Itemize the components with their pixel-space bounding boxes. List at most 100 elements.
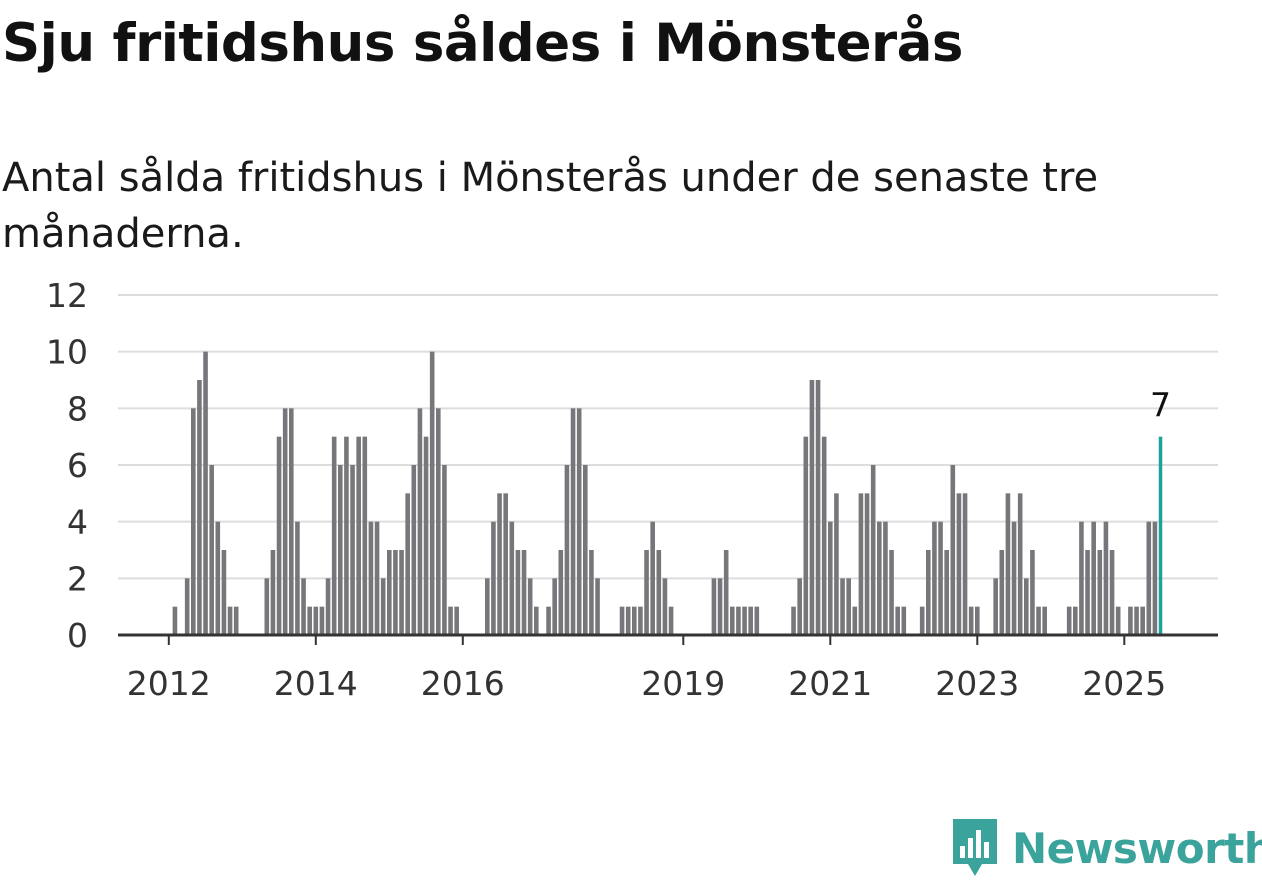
- bar: [797, 578, 802, 635]
- bar: [1024, 578, 1029, 635]
- bar: [1103, 521, 1109, 635]
- bar: [828, 521, 833, 635]
- y-tick-label: 4: [67, 503, 88, 542]
- bar: [1097, 550, 1103, 635]
- bar: [491, 521, 496, 635]
- bar: [1140, 606, 1145, 635]
- bar: [632, 606, 637, 635]
- bar: [662, 578, 668, 635]
- bar: [227, 606, 233, 635]
- bar: [527, 578, 533, 635]
- data-labels: 7: [1150, 386, 1171, 425]
- bar: [736, 606, 741, 635]
- bar: [405, 493, 410, 635]
- bar: [791, 606, 796, 635]
- bar: [191, 408, 196, 635]
- bar: [926, 550, 931, 635]
- bar: [295, 521, 300, 635]
- bar: [276, 436, 282, 635]
- y-tick-label: 10: [46, 333, 88, 372]
- bar: [411, 465, 417, 635]
- bar: [815, 380, 821, 635]
- bar: [325, 578, 331, 635]
- bar: [233, 606, 239, 635]
- bar: [172, 606, 178, 635]
- bar: [356, 436, 361, 635]
- bar: [619, 606, 625, 635]
- bar: [1030, 550, 1035, 635]
- bar: [852, 606, 858, 635]
- bar: [289, 408, 294, 635]
- bar: [576, 408, 582, 635]
- highlight-data-label: 7: [1150, 386, 1171, 425]
- bar: [919, 606, 925, 635]
- bar: [870, 465, 876, 635]
- bar: [521, 550, 527, 635]
- bar: [564, 465, 570, 635]
- x-tick-label: 2016: [421, 664, 505, 703]
- bar: [840, 578, 845, 635]
- bar: [883, 521, 888, 635]
- bar: [821, 436, 827, 635]
- bar: [442, 465, 447, 635]
- bars: [172, 351, 1163, 635]
- bar: [362, 436, 368, 635]
- bar: [270, 550, 276, 635]
- y-tick-label: 6: [67, 446, 88, 485]
- bar: [717, 578, 723, 635]
- bar: [497, 493, 502, 635]
- bar: [368, 521, 374, 635]
- bar: [344, 436, 349, 635]
- y-tick-label: 2: [67, 559, 88, 598]
- y-axis: 0 2 4 6 8 10 12: [46, 276, 88, 655]
- newsworthy-logo-icon: [953, 819, 997, 876]
- bar: [546, 606, 551, 635]
- bar: [338, 465, 343, 635]
- chart-subtitle: Antal sålda fritidshus i Mönsterås under…: [2, 155, 1099, 257]
- bar: [1036, 606, 1041, 635]
- bar: [1128, 606, 1133, 635]
- bar: [387, 550, 392, 635]
- bar: [1066, 606, 1072, 635]
- bar: [932, 521, 937, 635]
- bar: [1146, 521, 1152, 635]
- y-tick-label: 0: [67, 616, 88, 655]
- bar: [723, 550, 729, 635]
- bar: [809, 380, 815, 635]
- bar-highlight: [1158, 436, 1163, 635]
- bar: [864, 493, 870, 635]
- bar: [307, 606, 312, 635]
- bar: [509, 521, 515, 635]
- bar: [503, 493, 508, 635]
- bar: [638, 606, 643, 635]
- bar: [895, 606, 900, 635]
- bar: [668, 606, 674, 635]
- newsworthy-logo: Newsworthy: [950, 816, 1262, 880]
- bar: [429, 351, 435, 635]
- bar: [1011, 521, 1017, 635]
- x-tick-label: 2021: [788, 664, 872, 703]
- bar: [209, 465, 214, 635]
- bar: [858, 493, 864, 635]
- bar: [1134, 606, 1139, 635]
- bar: [730, 606, 735, 635]
- x-tick-label: 2025: [1082, 664, 1166, 703]
- bar: [197, 380, 202, 635]
- bar: [534, 606, 539, 635]
- bar: [1017, 493, 1023, 635]
- bar: [417, 408, 423, 635]
- bar: [331, 436, 337, 635]
- bar: [975, 606, 980, 635]
- bar: [485, 578, 490, 635]
- bar: [570, 408, 576, 635]
- brand-name: Newsworthy: [1012, 823, 1262, 873]
- bar: [1085, 550, 1090, 635]
- bar: [552, 578, 557, 635]
- bar: [1079, 521, 1084, 635]
- bar: [282, 408, 288, 635]
- bar: [515, 550, 521, 635]
- bar: [877, 521, 882, 635]
- bar: [313, 606, 319, 635]
- bar: [399, 550, 404, 635]
